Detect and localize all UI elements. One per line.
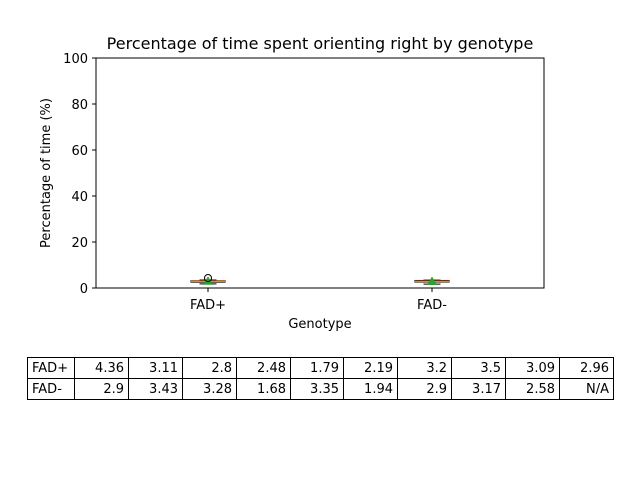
box-series: [190, 273, 450, 286]
outlier-point: [204, 273, 212, 282]
box-fad-minus: [414, 276, 450, 286]
table-row: FAD- 2.9 3.43 3.28 1.68 3.35 1.94 2.9 3.17 2.58 N/…: [27, 378, 614, 400]
table-cell: 3.5: [451, 357, 506, 379]
y-axis: 0 20 40 60 80 100: [63, 52, 96, 297]
table-cell: 2.8: [182, 357, 237, 379]
box-fad-plus: [190, 273, 226, 285]
table-cell: 2.48: [236, 357, 291, 379]
table-cell: 3.17: [451, 378, 506, 400]
plot-frame: [95, 57, 545, 289]
table-cell: 2.9: [397, 378, 452, 400]
y-tick-label: 80: [71, 98, 88, 113]
table-cell: 3.28: [182, 378, 237, 400]
y-axis-label: Percentage of time (%): [39, 98, 54, 248]
table-cell: 3.09: [505, 357, 560, 379]
y-tick-label: 20: [71, 236, 88, 251]
table-cell: 1.79: [290, 357, 344, 379]
x-tick-label: FAD-: [417, 298, 447, 313]
table-row: FAD+ 4.36 3.11 2.8 2.48 1.79 2.19 3.2 3.5 3.09 2.9…: [27, 357, 614, 379]
y-tick-label: 60: [71, 144, 88, 159]
table-cell: 2.96: [559, 357, 614, 379]
x-axis-label: Genotype: [288, 317, 351, 332]
y-tick-label: 0: [80, 282, 88, 297]
table-cell: 3.35: [290, 378, 344, 400]
table-cell: 4.36: [74, 357, 129, 379]
table-cell: 2.19: [343, 357, 398, 379]
x-axis: FAD+ FAD-: [190, 288, 447, 313]
table-row-label: FAD+: [27, 357, 75, 379]
table-cell: 3.43: [128, 378, 183, 400]
y-tick-label: 40: [71, 190, 88, 205]
table-cell: 1.68: [236, 378, 291, 400]
table-cell: 1.94: [343, 378, 398, 400]
table-cell: N/A: [559, 378, 614, 400]
y-tick-label: 100: [63, 52, 88, 67]
table-cell: 2.9: [74, 378, 129, 400]
x-tick-label: FAD+: [190, 298, 226, 313]
table-cell: 3.11: [128, 357, 183, 379]
box-plot-chart: Percentage of time spent orienting right…: [39, 34, 545, 332]
data-table: FAD+ 4.36 3.11 2.8 2.48 1.79 2.19 3.2 3.5 3.09 2.9…: [27, 357, 614, 400]
table-row-label: FAD-: [27, 378, 75, 400]
table-cell: 2.58: [505, 378, 560, 400]
mean-marker: [427, 276, 437, 286]
chart-title: Percentage of time spent orienting right…: [107, 34, 534, 53]
table-cell: 3.2: [397, 357, 452, 379]
